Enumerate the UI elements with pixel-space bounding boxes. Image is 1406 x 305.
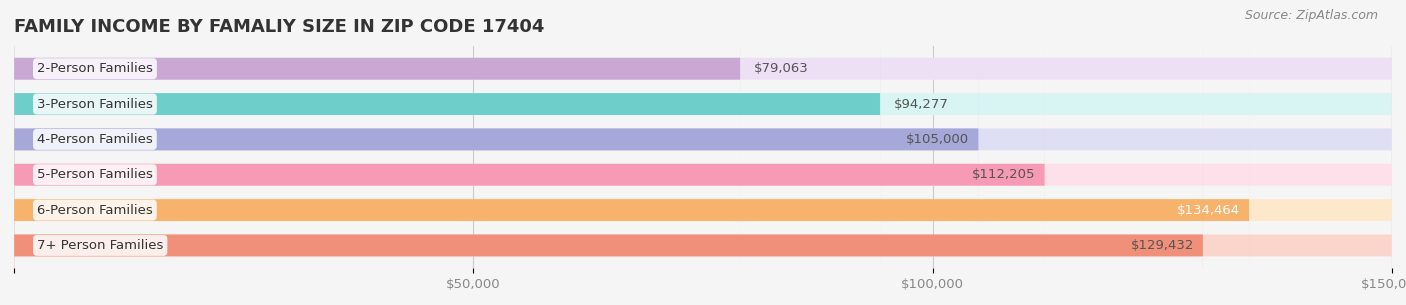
Text: 4-Person Families: 4-Person Families xyxy=(37,133,153,146)
FancyBboxPatch shape xyxy=(14,0,1392,305)
Text: $94,277: $94,277 xyxy=(894,98,949,111)
FancyBboxPatch shape xyxy=(14,0,1392,305)
FancyBboxPatch shape xyxy=(14,0,1392,305)
Text: 7+ Person Families: 7+ Person Families xyxy=(37,239,163,252)
FancyBboxPatch shape xyxy=(14,0,1392,305)
Text: 3-Person Families: 3-Person Families xyxy=(37,98,153,111)
Text: $112,205: $112,205 xyxy=(972,168,1036,181)
FancyBboxPatch shape xyxy=(14,0,1392,305)
Text: $105,000: $105,000 xyxy=(907,133,969,146)
FancyBboxPatch shape xyxy=(14,0,1249,305)
FancyBboxPatch shape xyxy=(14,0,880,305)
Text: 2-Person Families: 2-Person Families xyxy=(37,62,153,75)
FancyBboxPatch shape xyxy=(14,0,1204,305)
Text: $79,063: $79,063 xyxy=(754,62,808,75)
Text: 5-Person Families: 5-Person Families xyxy=(37,168,153,181)
FancyBboxPatch shape xyxy=(14,0,979,305)
FancyBboxPatch shape xyxy=(14,0,1392,305)
Text: $129,432: $129,432 xyxy=(1130,239,1194,252)
Text: Source: ZipAtlas.com: Source: ZipAtlas.com xyxy=(1244,9,1378,22)
FancyBboxPatch shape xyxy=(14,0,741,305)
Text: $134,464: $134,464 xyxy=(1177,203,1240,217)
FancyBboxPatch shape xyxy=(14,0,1045,305)
Text: 6-Person Families: 6-Person Families xyxy=(37,203,153,217)
Text: FAMILY INCOME BY FAMALIY SIZE IN ZIP CODE 17404: FAMILY INCOME BY FAMALIY SIZE IN ZIP COD… xyxy=(14,18,544,36)
